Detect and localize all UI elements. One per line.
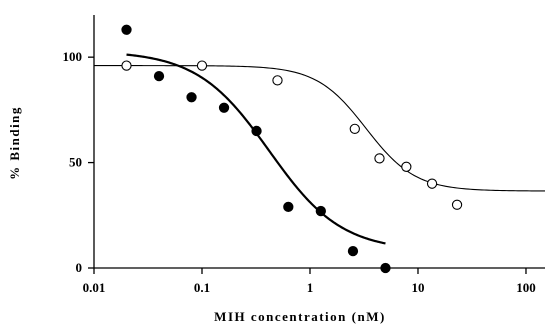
x-ticks: 0.01 0.1 1 10 100 [83, 268, 536, 295]
open-data-point [374, 153, 385, 164]
filled-data-point [121, 24, 132, 35]
filled-data-point [218, 102, 230, 113]
x-axis-title: MIH concentration (nM) [214, 309, 386, 324]
axes: 0 50 100 0.01 0.1 1 10 100 [63, 15, 545, 295]
open-data-point [426, 178, 438, 189]
filled-data-point [347, 245, 359, 257]
y-axis-title: % Binding [7, 106, 22, 180]
y-ticks: 0 50 100 [63, 49, 94, 275]
filled-data-point [380, 262, 391, 274]
y-tick-label: 100 [63, 49, 83, 64]
x-tick-label: 10 [411, 280, 424, 295]
filled-data-point [283, 201, 294, 213]
open-data-point [272, 75, 283, 86]
open-data-point [451, 199, 463, 210]
filled-data-point [186, 92, 197, 103]
x-tick-label: 0.1 [194, 280, 210, 295]
y-tick-label: 0 [76, 260, 83, 275]
open-data-point [401, 161, 412, 172]
filled-data-point [153, 70, 165, 82]
x-tick-label: 0.01 [83, 280, 106, 295]
y-tick-label: 50 [69, 155, 82, 170]
open-data-point [196, 60, 208, 71]
x-tick-label: 100 [516, 280, 536, 295]
fit-curve-1 [126, 53, 386, 245]
open-data-point [349, 123, 360, 135]
filled-data-point [315, 205, 326, 217]
fit-curve-2 [94, 65, 545, 192]
data-points [121, 24, 463, 274]
x-tick-label: 1 [307, 280, 314, 295]
filled-data-point [251, 125, 262, 137]
open-data-point [121, 60, 132, 71]
